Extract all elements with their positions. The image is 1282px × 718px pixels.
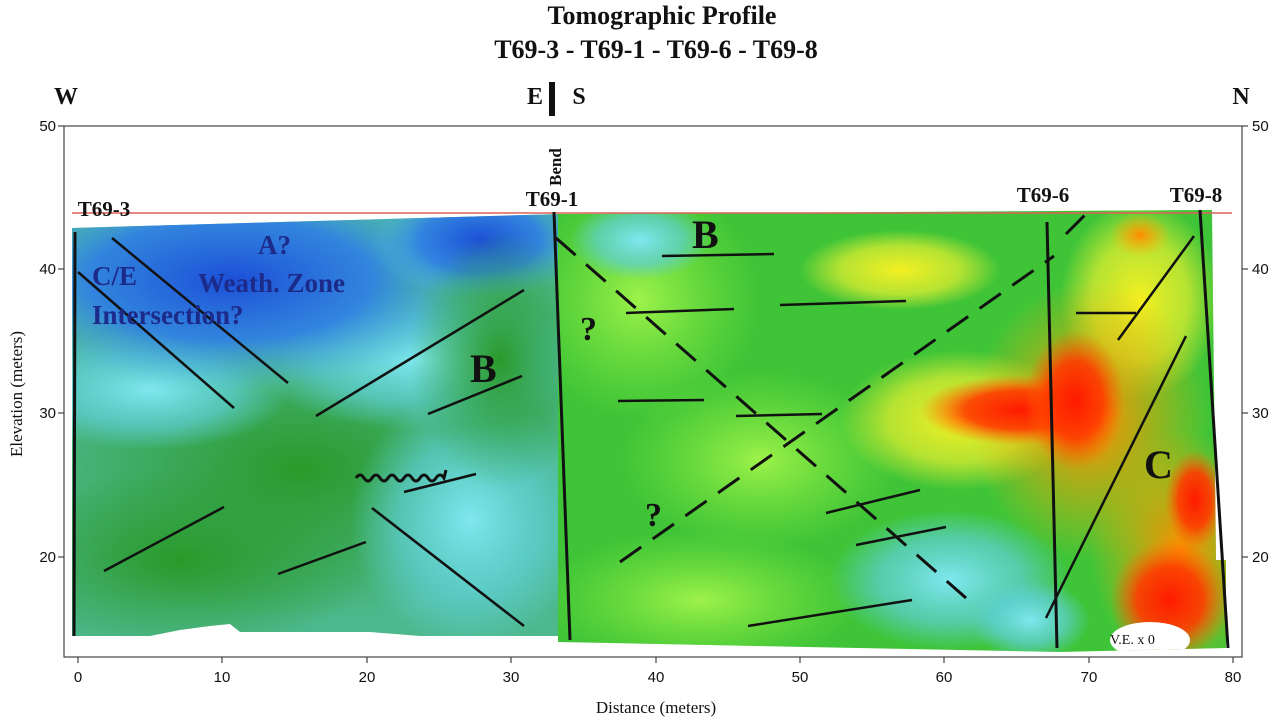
vertical-exaggeration-note: V.E. x 0 <box>1110 633 1155 648</box>
bend-label: Bend <box>546 148 565 186</box>
x-tick-label: 70 <box>1081 669 1098 686</box>
fracture-line <box>77 271 235 409</box>
y-axis-label: Elevation (meters) <box>7 331 26 457</box>
borehole-line-t69-6 <box>1045 221 1059 649</box>
x-tick-label: 50 <box>792 669 809 686</box>
fracture-line <box>277 540 367 576</box>
fracture-line <box>371 507 525 627</box>
fracture-line <box>825 488 921 515</box>
y-tick-label: 20 <box>1252 549 1269 566</box>
x-axis-label: Distance (meters) <box>596 698 716 717</box>
fracture-line <box>403 472 477 494</box>
borehole-line-t69-8 <box>1198 209 1230 649</box>
annotation-question-lower: ? <box>645 497 662 534</box>
section-bend-marker <box>549 82 555 116</box>
borehole-line-t69-3 <box>72 231 77 637</box>
annotation-c: C <box>1144 442 1173 487</box>
fracture-line <box>617 398 705 403</box>
inferred-fracture-line <box>1064 208 1092 236</box>
x-tick-label: 0 <box>74 669 82 686</box>
fracture-line <box>1116 235 1196 341</box>
fracture-line <box>1044 335 1188 619</box>
y-axis-left: 50 40 30 20 <box>39 118 64 566</box>
inferred-fracture-line <box>619 254 1055 564</box>
y-axis-right: 50 40 30 20 <box>1242 118 1269 566</box>
fracture-line <box>661 252 775 258</box>
fracture-line <box>103 505 225 573</box>
figure-subtitle: T69-3 - T69-1 - T69-6 - T69-8 <box>494 35 818 64</box>
x-tick-label: 30 <box>503 669 520 686</box>
borehole-label-t69-3: T69-3 <box>78 197 131 221</box>
annotation-b-left: B <box>470 346 497 391</box>
fracture-line <box>427 374 523 416</box>
x-tick-label: 10 <box>214 669 231 686</box>
y-tick-label: 50 <box>1252 118 1269 135</box>
annotation-b-right: B <box>692 212 719 257</box>
annotation-intersection: Intersection? <box>92 300 243 330</box>
annotation-a: A? <box>258 230 291 260</box>
fracture-line <box>855 525 947 547</box>
figure-title: Tomographic Profile <box>548 1 777 30</box>
borehole-label-t69-6: T69-6 <box>1017 183 1070 207</box>
fracture-line <box>747 598 913 628</box>
x-tick-label: 60 <box>936 669 953 686</box>
direction-north: N <box>1232 84 1250 110</box>
y-tick-label: 20 <box>39 549 56 566</box>
y-tick-label: 40 <box>1252 261 1269 278</box>
borehole-line-t69-1 <box>552 211 572 641</box>
direction-south: S <box>572 84 585 110</box>
bottom-edge-gap <box>150 624 420 636</box>
annotation-ce: C/E <box>92 261 137 291</box>
inferred-fracture-lines <box>555 208 1092 600</box>
x-tick-label: 80 <box>1225 669 1242 686</box>
wavy-contact-feature <box>354 469 448 483</box>
x-axis: 0 10 20 30 40 50 60 70 80 <box>74 657 1242 686</box>
plot-frame <box>63 125 1243 658</box>
fracture-line <box>315 288 525 418</box>
direction-east: E <box>527 84 543 110</box>
annotation-question-upper: ? <box>580 311 597 348</box>
tomogram-right-panel <box>558 210 1226 652</box>
y-tick-label: 50 <box>39 118 56 135</box>
fracture-lines <box>77 235 1196 628</box>
tomogram-left-panel <box>72 214 560 636</box>
x-tick-label: 20 <box>359 669 376 686</box>
inferred-fracture-line <box>555 236 967 600</box>
fracture-line <box>625 307 735 315</box>
borehole-label-t69-8: T69-8 <box>1170 183 1223 207</box>
x-tick-label: 40 <box>648 669 665 686</box>
y-tick-label: 30 <box>1252 405 1269 422</box>
fracture-line <box>735 412 823 418</box>
y-tick-label: 30 <box>39 405 56 422</box>
borehole-label-t69-1: T69-1 <box>526 187 579 211</box>
direction-west: W <box>54 84 78 110</box>
annotation-weathered-zone: Weath. Zone <box>198 268 345 298</box>
y-tick-label: 40 <box>39 261 56 278</box>
fracture-line <box>111 237 289 384</box>
fracture-line <box>779 299 907 307</box>
